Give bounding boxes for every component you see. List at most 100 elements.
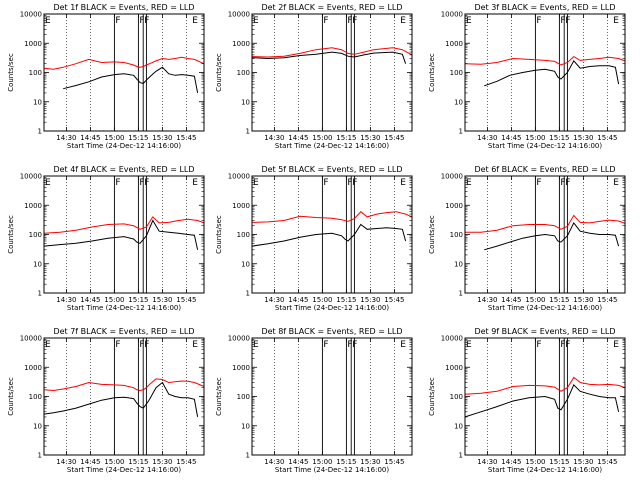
y-axis-label: Counts/sec [215,377,223,416]
y-tick-label: 10 [241,98,250,106]
y-tick-label: 1000 [232,364,250,372]
x-tick-label: 14:45 [288,134,308,142]
x-tick-label: 15:45 [597,296,617,304]
y-tick-label: 1 [459,290,463,298]
y-tick-label: 1 [38,290,42,298]
flag-marker: F [347,178,352,188]
panel-title: Det 7f BLACK = Events, RED = LLD [53,327,194,336]
flag-marker: E [45,178,51,188]
x-tick-label: 15:45 [384,134,404,142]
panel-title: Det 9f BLACK = Events, RED = LLD [474,327,615,336]
x-tick-label: 14:30 [264,296,284,304]
flag-marker: E [253,16,259,26]
plot-frame [43,175,205,294]
flag-marker: F [565,178,570,188]
y-tick-label: 1 [38,128,42,136]
flag-marker: F [144,178,149,188]
x-tick-label: 15:15 [128,296,148,304]
x-tick-label: 15:45 [176,458,196,466]
flag-marker: E [613,340,619,350]
x-tick-label: 14:45 [80,458,100,466]
x-tick-label: 15:45 [384,296,404,304]
x-tick-label: 14:30 [477,458,497,466]
panel-title: Det 4f BLACK = Events, RED = LLD [53,165,194,174]
panel-title: Det 8f BLACK = Events, RED = LLD [261,327,402,336]
flag-marker: E [45,340,51,350]
flag-marker: F [347,340,352,350]
flag-marker: F [560,178,565,188]
x-tick-label: 15:00 [312,458,332,466]
y-tick-label: 100 [29,231,42,239]
flag-marker: F [115,340,120,350]
y-tick-label: 10 [454,98,463,106]
y-tick-label: 1 [246,290,250,298]
flag-marker: F [560,16,565,26]
panel-title: Det 5f BLACK = Events, RED = LLD [261,165,402,174]
y-axis-label: Counts/sec [7,53,15,92]
x-tick-label: 15:45 [597,134,617,142]
x-tick-label: 15:15 [128,134,148,142]
y-tick-label: 10 [33,98,42,106]
flag-marker: F [139,178,144,188]
x-axis-label: Start Time (24-Dec-12 14:16:00) [275,466,389,474]
flag-marker: F [352,16,357,26]
series-events-line [484,60,620,87]
y-tick-label: 1 [459,128,463,136]
y-tick-label: 10 [241,260,250,268]
y-tick-label: 1 [459,452,463,460]
x-tick-label: 15:30 [573,134,593,142]
flag-marker: F [536,178,541,188]
flag-marker: E [613,16,619,26]
plot-frame [251,175,413,294]
x-axis-label: Start Time (24-Dec-12 14:16:00) [275,304,389,312]
flag-marker: E [192,178,198,188]
y-tick-label: 10000 [20,335,42,343]
flag-marker: E [400,178,406,188]
series-events-line [484,221,620,251]
series-lld-line [43,216,205,234]
flag-marker: E [192,340,198,350]
flag-marker: F [323,340,328,350]
y-tick-label: 10000 [441,173,463,181]
panel-title: Det 6f BLACK = Events, RED = LLD [474,165,615,174]
x-tick-label: 15:15 [336,134,356,142]
series-events-line [251,51,407,64]
y-tick-label: 10 [454,260,463,268]
x-tick-label: 15:30 [360,134,380,142]
flag-marker: F [352,178,357,188]
plot-frame [251,13,413,132]
x-axis-label: Start Time (24-Dec-12 14:16:00) [488,466,602,474]
x-tick-label: 15:30 [573,296,593,304]
flag-marker: F [144,16,149,26]
y-tick-label: 1000 [445,202,463,210]
x-tick-label: 14:30 [56,296,76,304]
x-tick-label: 15:15 [549,296,569,304]
flag-marker: F [565,16,570,26]
y-tick-label: 100 [450,393,463,401]
y-axis-label: Counts/sec [428,53,436,92]
flag-marker: E [400,340,406,350]
flag-marker: E [192,16,198,26]
flag-marker: F [352,340,357,350]
y-tick-label: 100 [450,231,463,239]
x-tick-label: 14:45 [501,134,521,142]
x-axis-label: Start Time (24-Dec-12 14:16:00) [67,304,181,312]
flag-marker: E [466,340,472,350]
y-tick-label: 10000 [20,173,42,181]
flag-marker: F [323,16,328,26]
plot-frame [43,13,205,132]
x-tick-label: 15:15 [336,296,356,304]
y-axis-label: Counts/sec [215,53,223,92]
y-tick-label: 10000 [441,11,463,19]
x-tick-label: 15:00 [312,296,332,304]
series-events-line [251,223,407,247]
flag-marker: F [115,16,120,26]
series-events-line [63,66,199,93]
x-tick-label: 15:00 [525,296,545,304]
x-tick-label: 14:45 [501,296,521,304]
series-lld-line [464,55,626,66]
